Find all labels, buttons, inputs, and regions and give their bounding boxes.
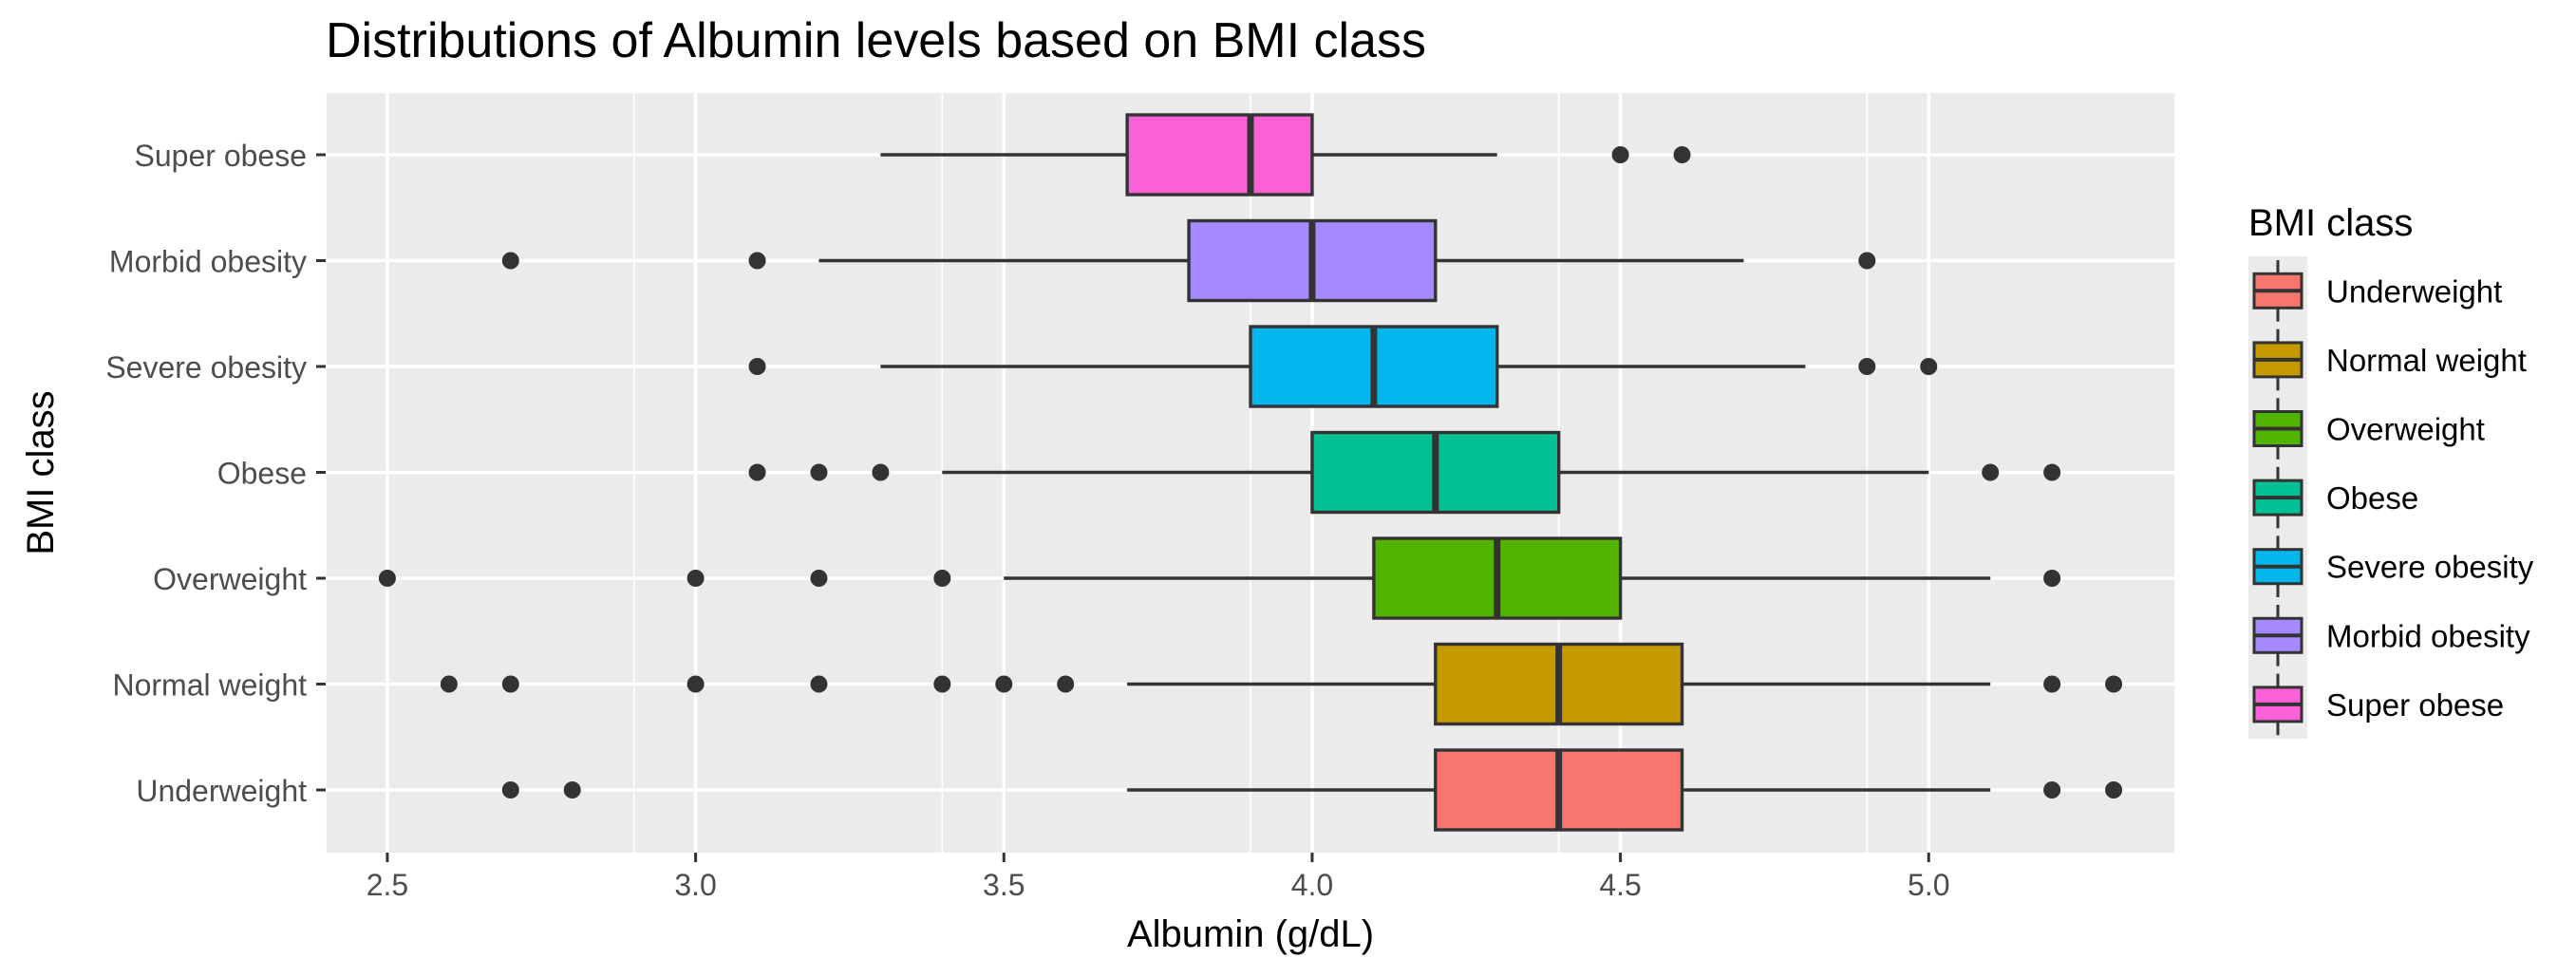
outlier-point <box>995 675 1013 693</box>
legend-items: Underweight Normal weight Overweight Obese S… <box>2252 260 2534 736</box>
y-tick-label: Super obese <box>135 139 307 173</box>
outlier-point <box>933 570 951 587</box>
outlier-point <box>1673 146 1691 163</box>
legend-item-super-obese: Super obese <box>2252 673 2504 736</box>
legend-item-morbid-obesity: Morbid obesity <box>2252 605 2530 667</box>
outlier-point <box>1982 463 2000 481</box>
legend-label: Obese <box>2326 480 2418 516</box>
outlier-point <box>748 252 766 270</box>
x-axis: 2.5 3.0 3.5 4.0 4.5 5.0 <box>367 853 1950 902</box>
outlier-point <box>686 675 705 693</box>
outlier-point <box>1920 358 1938 375</box>
y-tick-label: Severe obesity <box>105 350 307 385</box>
outlier-point <box>440 675 458 693</box>
x-tick-label: 3.0 <box>674 868 716 902</box>
outlier-point <box>810 675 828 693</box>
outlier-point <box>2043 675 2061 693</box>
legend-item-normal-weight: Normal weight <box>2252 329 2527 391</box>
outlier-point <box>748 358 766 375</box>
outlier-point <box>872 463 890 481</box>
x-axis-label: Albumin (g/dL) <box>1127 913 1374 955</box>
outlier-point <box>933 675 951 693</box>
outlier-point <box>501 675 519 693</box>
x-tick-label: 2.5 <box>367 868 408 902</box>
legend-item-underweight: Underweight <box>2252 260 2502 322</box>
y-axis-label: BMI class <box>20 390 62 554</box>
outlier-point <box>686 570 705 587</box>
y-tick-label: Obese <box>217 457 307 491</box>
outlier-point <box>563 781 581 799</box>
y-tick-label: Normal weight <box>112 668 307 703</box>
legend-label: Underweight <box>2326 273 2502 309</box>
legend-item-obese: Obese <box>2252 466 2418 529</box>
outlier-point <box>1858 252 1876 270</box>
box-super-obese <box>880 113 1691 197</box>
chart-title: Distributions of Albumin levels based on… <box>326 13 1426 68</box>
box-overweight <box>378 536 2061 620</box>
legend-label: Super obese <box>2326 687 2504 723</box>
box-normal-weight <box>440 642 2123 726</box>
outlier-point <box>810 570 828 587</box>
y-axis: Underweight Normal weight Overweight Obese S… <box>105 139 326 808</box>
y-tick-label: Underweight <box>136 774 307 808</box>
outlier-point <box>2043 570 2061 587</box>
legend-label: Overweight <box>2326 412 2485 447</box>
outlier-point <box>1057 675 1075 693</box>
outlier-point <box>810 463 828 481</box>
box-morbid-obesity <box>501 218 1876 303</box>
y-tick-label: Morbid obesity <box>109 245 307 279</box>
outlier-point <box>378 570 396 587</box>
outlier-point <box>1611 146 1629 163</box>
legend: BMI class Underweight Normal weight Overwe… <box>2248 202 2534 739</box>
legend-title: BMI class <box>2248 202 2413 244</box>
outlier-point <box>2105 675 2123 693</box>
x-tick-label: 3.5 <box>983 868 1025 902</box>
legend-label: Severe obesity <box>2326 550 2534 585</box>
outlier-point <box>2105 781 2123 799</box>
outlier-point <box>501 252 519 270</box>
box-underweight <box>501 748 2123 832</box>
y-tick-label: Overweight <box>153 562 307 596</box>
outlier-point <box>1858 358 1876 375</box>
outlier-point <box>501 781 519 799</box>
outlier-point <box>2043 781 2061 799</box>
outlier-point <box>748 463 766 481</box>
box-iqr <box>1125 113 1314 197</box>
legend-item-overweight: Overweight <box>2252 398 2485 460</box>
box-obese <box>748 430 2061 515</box>
legend-label: Normal weight <box>2326 343 2527 378</box>
legend-item-severe-obesity: Severe obesity <box>2252 535 2534 597</box>
legend-label: Morbid obesity <box>2326 618 2530 653</box>
x-tick-label: 4.0 <box>1291 868 1333 902</box>
outlier-point <box>2043 463 2061 481</box>
x-tick-label: 5.0 <box>1908 868 1949 902</box>
x-tick-label: 4.5 <box>1599 868 1641 902</box>
box-severe-obesity <box>748 325 1938 408</box>
boxplot-series <box>378 113 2123 832</box>
